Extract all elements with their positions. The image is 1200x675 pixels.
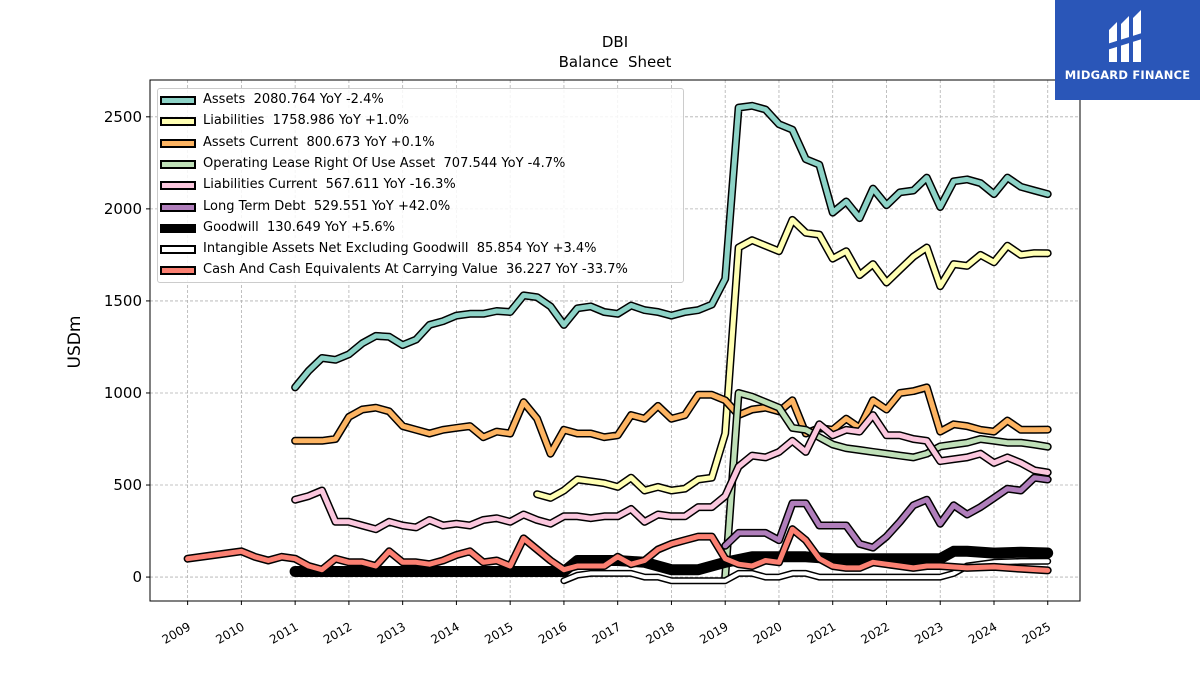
- series-line: [722, 475, 1051, 551]
- series-line: [722, 390, 1051, 580]
- chart-title: DBI: [602, 33, 628, 51]
- legend-item: Goodwill 130.649 YoY +5.6%: [158, 219, 683, 240]
- x-tick-label: 2024: [966, 619, 999, 646]
- legend-label: Liabilities Current 567.611 YoY -16.3%: [203, 177, 456, 193]
- series-0: [291, 101, 1052, 392]
- x-tick-label: 2015: [482, 619, 515, 646]
- series-1: [533, 215, 1052, 502]
- series-line: [292, 412, 1051, 532]
- legend-swatch: [160, 181, 196, 191]
- x-tick-label: 2016: [536, 619, 569, 646]
- x-tick-label: 2013: [375, 619, 408, 646]
- series-2: [291, 383, 1052, 458]
- y-tick-label: 2500: [104, 108, 142, 126]
- legend-swatch: [160, 245, 196, 255]
- legend-swatch: [160, 117, 196, 127]
- legend-item: Operating Lease Right Of Use Asset 707.5…: [158, 155, 683, 176]
- series-5: [721, 473, 1052, 552]
- series-line: [561, 559, 1050, 583]
- x-tick-label: 2010: [213, 619, 246, 646]
- y-tick-label: 1500: [104, 292, 142, 310]
- y-tick-label: 2000: [104, 200, 142, 218]
- legend-label: Operating Lease Right Of Use Asset 707.5…: [203, 155, 566, 171]
- midgard-logo-icon: [1107, 10, 1145, 62]
- legend-swatch: [160, 138, 196, 148]
- logo-text: MIDGARD FINANCE: [1064, 68, 1191, 82]
- x-tick-label: 2023: [912, 619, 945, 646]
- series-line: [185, 526, 1051, 573]
- legend-swatch: [160, 202, 196, 212]
- series-3: [721, 389, 1052, 582]
- legend-label: Liabilities 1758.986 YoY +1.0%: [203, 113, 409, 129]
- legend-swatch: [160, 159, 196, 169]
- series-line: [292, 103, 1051, 390]
- legend-label: Assets Current 800.673 YoY +0.1%: [203, 134, 435, 150]
- x-tick-label: 2009: [160, 619, 193, 646]
- series-lines: [183, 101, 1054, 585]
- y-tick-label: 1000: [104, 384, 142, 402]
- y-axis-label: USDm: [65, 316, 85, 369]
- x-tick-label: 2025: [1020, 619, 1053, 646]
- x-tick-label: 2017: [590, 619, 623, 646]
- x-tick-label: 2022: [859, 619, 892, 646]
- legend-item: Assets Current 800.673 YoY +0.1%: [158, 134, 683, 155]
- y-tick-label: 500: [113, 476, 142, 494]
- series-8: [183, 525, 1052, 575]
- series-4: [291, 411, 1052, 534]
- legend-swatch: [160, 223, 196, 233]
- legend-swatch: [160, 266, 196, 276]
- midgard-finance-logo: MIDGARD FINANCE: [1055, 0, 1200, 100]
- legend-label: Intangible Assets Net Excluding Goodwill…: [203, 241, 597, 257]
- legend-item: Intangible Assets Net Excluding Goodwill…: [158, 240, 683, 261]
- x-tick-label: 2014: [428, 619, 461, 646]
- x-tick-label: 2021: [805, 619, 838, 646]
- series-6: [289, 545, 1054, 577]
- legend-swatch: [160, 96, 196, 105]
- legend-label: Assets 2080.764 YoY -2.4%: [203, 92, 384, 107]
- legend: Assets 2080.764 YoY -2.4% Liabilities 175…: [157, 88, 684, 283]
- series-line: [534, 217, 1051, 501]
- x-tick-label: 2011: [267, 619, 300, 646]
- legend-label: Goodwill 130.649 YoY +5.6%: [203, 219, 396, 235]
- y-tick-label: 0: [132, 568, 142, 586]
- x-tick-label: 2020: [751, 619, 784, 646]
- series-line: [292, 384, 1051, 457]
- legend-item: Long Term Debt 529.551 YoY +42.0%: [158, 198, 683, 219]
- series-line: [291, 547, 1052, 576]
- plot-frame: [149, 79, 1081, 602]
- x-tick-label: 2012: [321, 619, 354, 646]
- legend-item: Assets 2080.764 YoY -2.4%: [158, 91, 683, 112]
- legend-label: Long Term Debt 529.551 YoY +42.0%: [203, 198, 451, 214]
- chart-subtitle: Balance Sheet: [559, 53, 672, 71]
- legend-item: Liabilities 1758.986 YoY +1.0%: [158, 112, 683, 133]
- x-tick-label: 2019: [697, 619, 730, 646]
- legend-label: Cash And Cash Equivalents At Carrying Va…: [203, 262, 628, 278]
- legend-item: Cash And Cash Equivalents At Carrying Va…: [158, 261, 683, 282]
- series-7: [560, 557, 1052, 585]
- x-tick-label: 2018: [643, 619, 676, 646]
- legend-item: Liabilities Current 567.611 YoY -16.3%: [158, 176, 683, 197]
